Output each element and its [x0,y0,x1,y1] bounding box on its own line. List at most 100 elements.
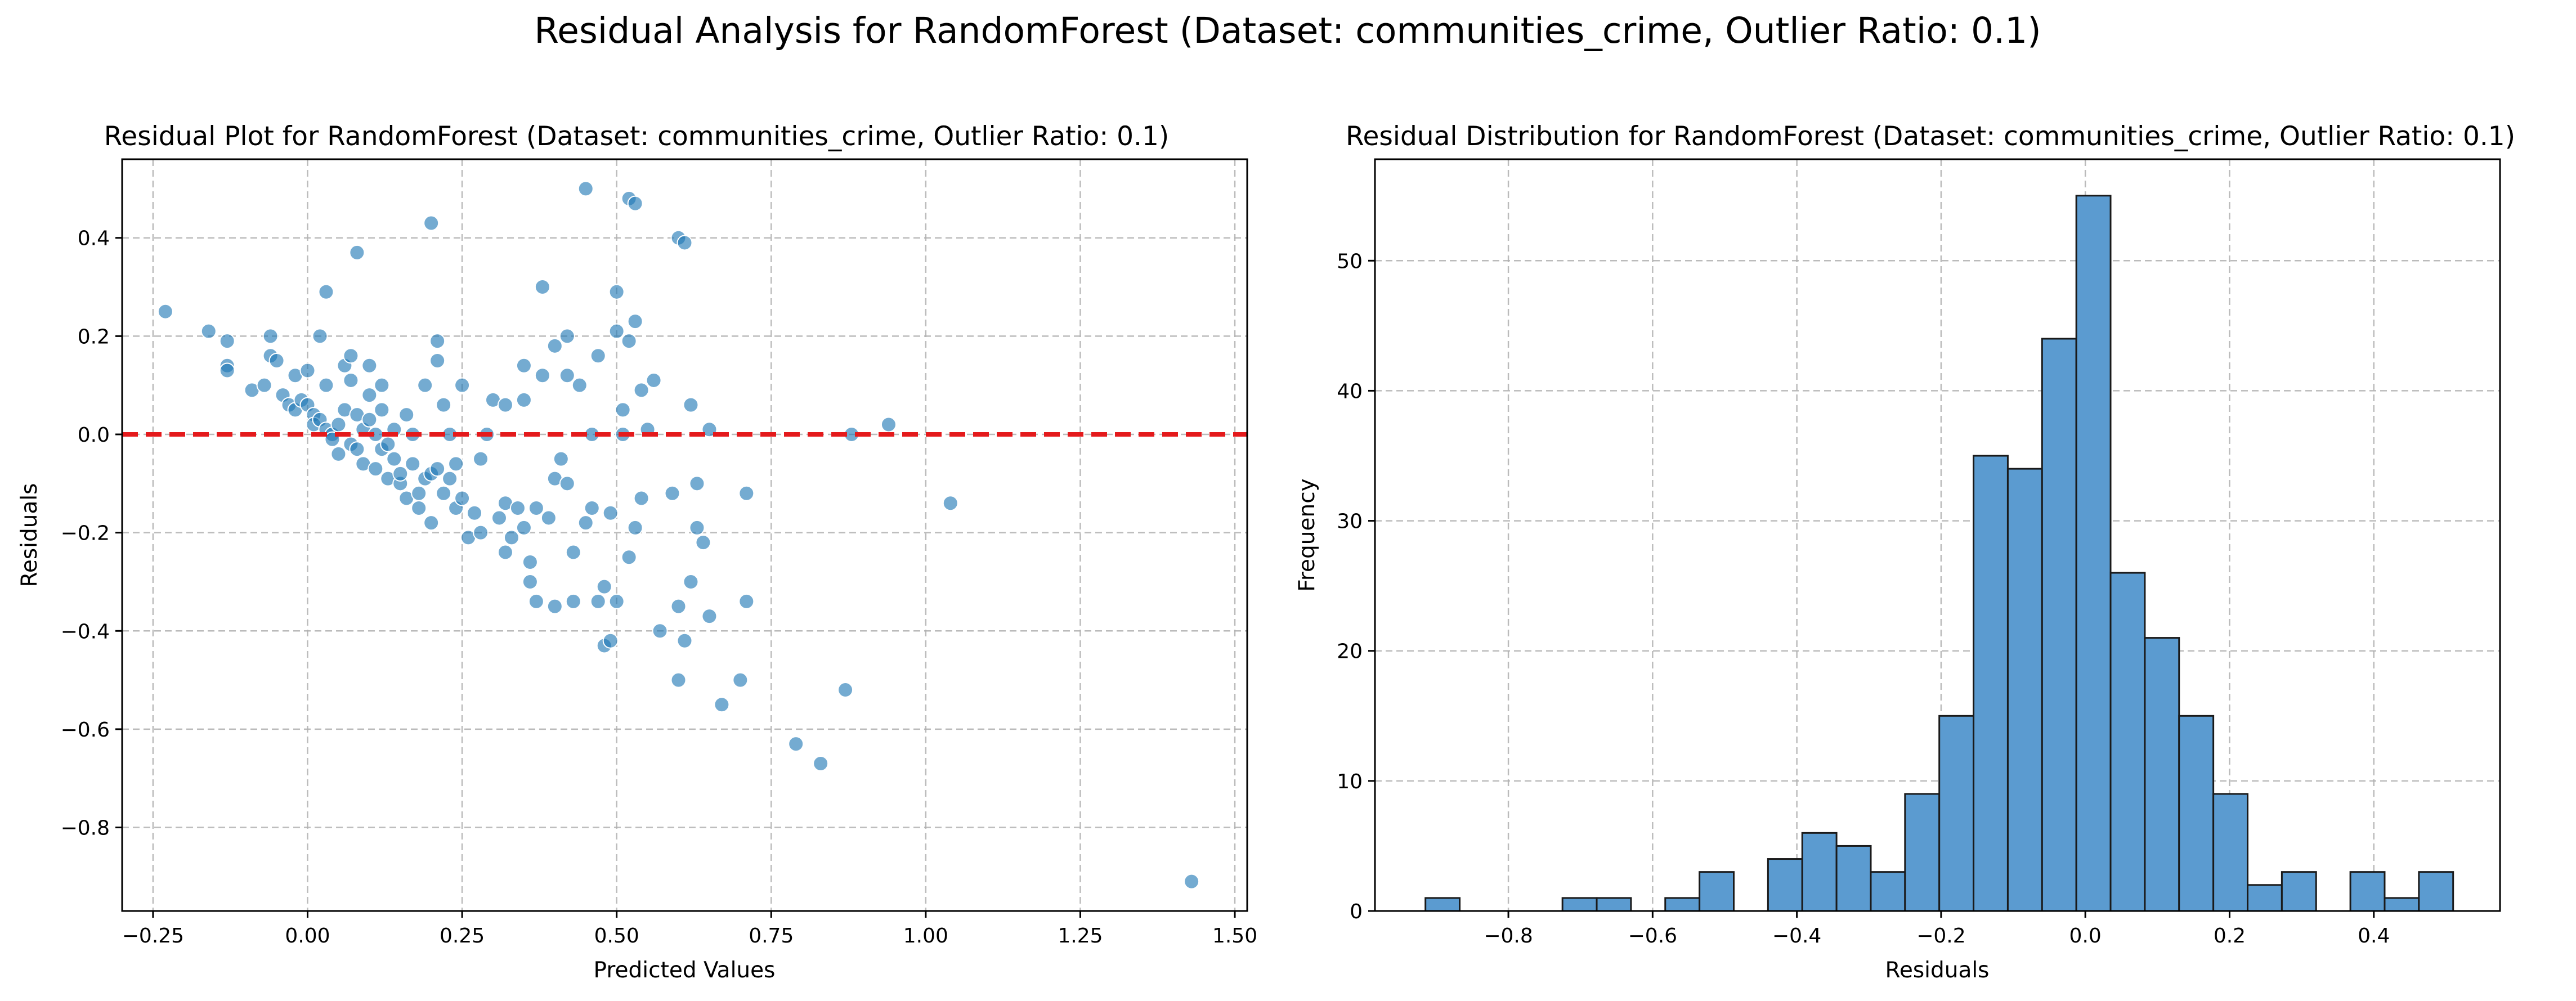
scatter-point [361,411,378,428]
x-tick-label: 1.50 [1212,924,1257,948]
scatter-point [559,475,575,492]
scatter-point [837,682,854,698]
scatter-point [318,377,334,393]
x-tick-label: 0.00 [285,924,330,948]
histogram-bar [2006,468,2043,912]
scatter-point [497,397,513,413]
scatter-point [584,500,600,516]
histogram-bar [1973,455,2009,912]
scatter-point [738,485,755,501]
histogram-y-axis-label: Frequency [1294,478,1320,591]
histogram-bar [1424,897,1461,912]
histogram-x-ticks: −0.8 −0.6 −0.4 −0.2 0.0 0.2 0.4 [1484,911,2390,948]
y-tick-label: 0.2 [78,325,110,348]
scatter-point [534,367,550,384]
histogram-bar [2247,884,2283,912]
scatter-point [219,333,235,349]
histogram-bar [2281,871,2317,912]
x-tick-label: 1.25 [1058,924,1103,948]
scatter-point [473,451,489,467]
scatter-point [200,323,217,339]
scatter-point [633,490,649,506]
scatter-point [546,598,563,614]
scatter-point [436,485,452,501]
scatter-point [374,377,390,393]
scatter-point [349,244,365,261]
scatter-point [633,382,649,398]
histogram-axes-frame [1374,158,2501,912]
scatter-point [312,328,328,344]
residual-histogram-panel: Residual Distribution for RandomForest (… [1294,121,2515,983]
x-tick-label: 1.00 [903,924,948,948]
histogram-bar [2349,871,2386,912]
y-tick-label: 40 [1337,380,1363,403]
scatter-point [398,407,415,423]
scatter-point [732,672,749,688]
scatter-point [670,598,687,614]
scatter-point [349,441,365,457]
scatter-axes-frame [121,158,1248,912]
scatter-point [571,377,588,393]
scatter-point [157,303,173,320]
scatter-point [497,544,513,560]
histogram-title: Residual Distribution for RandomForest (… [1346,121,2515,152]
histogram-bar [1870,871,1906,912]
scatter-point [330,416,347,433]
scatter-point [268,353,285,369]
scatter-point [664,485,680,501]
histogram-bar [2109,572,2146,912]
scatter-point [565,544,581,560]
scatter-point [577,515,594,531]
scatter-points [157,181,1200,890]
scatter-point [429,353,446,369]
scatter-point [602,632,619,649]
histogram-x-axis-label: Residuals [1885,958,1989,983]
histogram-bar [2178,715,2215,912]
histogram-bar [2418,871,2454,912]
scatter-point [677,235,693,251]
scatter-point [559,367,575,384]
scatter-point [405,456,421,472]
scatter-point [695,535,711,551]
scatter-point [361,357,378,374]
scatter-point [608,323,625,339]
x-tick-label: 0.4 [2358,924,2390,948]
x-tick-label: −0.8 [1484,924,1533,948]
scatter-point [343,348,359,364]
histogram-bar [1561,897,1598,912]
scatter-point [361,387,378,403]
residual-scatter-panel: Residual Plot for RandomForest (Dataset:… [17,121,1257,983]
scatter-point [553,451,569,467]
x-tick-label: −0.25 [122,924,184,948]
scatter-point [262,328,279,344]
scatter-y-axis-label: Residuals [17,483,42,587]
scatter-point [701,421,718,438]
scatter-point [448,456,464,472]
scatter-point [621,333,637,349]
scatter-point [392,465,409,482]
scatter-point [788,736,804,752]
scatter-point [689,519,705,536]
histogram-y-ticks: 0 10 20 30 40 50 [1337,250,1375,923]
scatter-point [880,416,897,433]
scatter-point [677,632,693,649]
scatter-point [590,593,606,609]
scatter-grid [122,159,1247,911]
histogram-bar [2212,793,2249,912]
histogram-bar [1904,793,1941,912]
scatter-point [256,377,272,393]
x-tick-label: 0.50 [594,924,639,948]
scatter-point [608,593,625,609]
x-tick-label: −0.4 [1772,924,1821,948]
x-tick-label: −0.2 [1916,924,1965,948]
scatter-point [429,461,446,477]
y-tick-label: 50 [1337,250,1363,273]
scatter-point [343,372,359,388]
histogram-bar [1596,897,1632,912]
y-tick-label: 20 [1337,640,1363,663]
y-tick-label: −0.4 [61,620,110,643]
x-tick-label: −0.6 [1628,924,1677,948]
scatter-point [411,485,427,501]
y-tick-label: −0.2 [61,522,110,545]
scatter-point [738,593,755,609]
